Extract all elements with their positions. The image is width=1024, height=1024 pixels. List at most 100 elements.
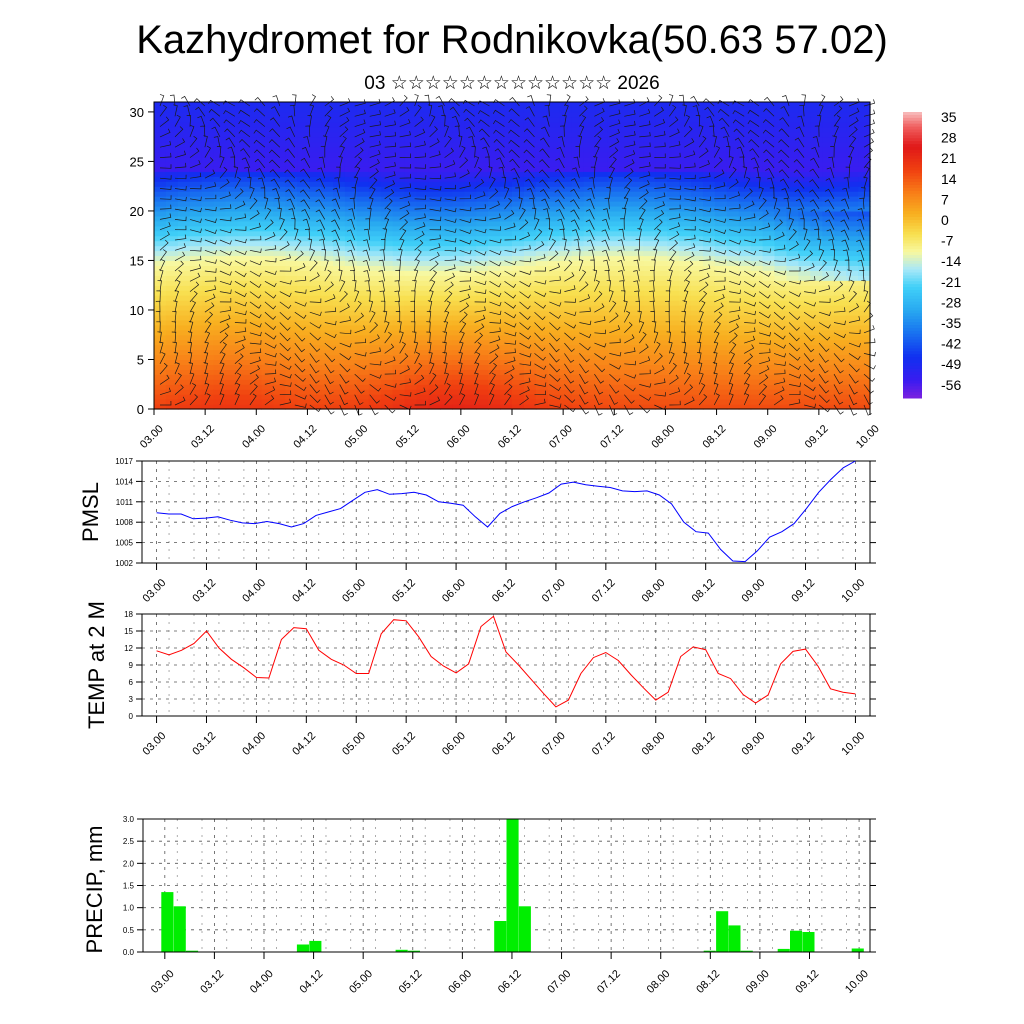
temperature-cell (344, 379, 358, 385)
temperature-cell (655, 121, 668, 128)
temperature-cell (368, 270, 382, 276)
temperature-cell (452, 230, 465, 237)
temperature-cell (452, 384, 465, 390)
temperature-cell (368, 146, 382, 153)
temperature-cell (380, 116, 394, 123)
temperature-cell (583, 369, 597, 375)
temperature-cell (356, 344, 370, 351)
temperature-cell (726, 186, 740, 192)
temperature-cell (571, 344, 585, 351)
wind-barb (414, 387, 426, 396)
wind-barb (639, 108, 651, 117)
wind-barb (444, 255, 456, 262)
wind-barb (697, 352, 702, 364)
wind-barb (219, 382, 224, 395)
temperature-cell (368, 161, 382, 167)
temperature-cell (559, 364, 573, 370)
wind-barb (369, 98, 381, 107)
temperature-cell (261, 384, 274, 390)
temperature-cell (285, 379, 298, 385)
temperature-cell (691, 359, 704, 366)
temperature-cell (631, 166, 644, 172)
temperature-cell (464, 404, 477, 410)
wind-barb (339, 279, 346, 292)
temperature-cell (488, 176, 501, 182)
temperature-cell (380, 196, 394, 202)
temperature-cell (285, 210, 298, 217)
temperature-cell (189, 235, 203, 242)
temperature-cell (798, 171, 811, 177)
wind-barb (714, 285, 726, 292)
temperature-cell (476, 166, 489, 172)
wind-barb (174, 372, 182, 385)
temperature-cell (774, 131, 788, 138)
wind-barb (234, 270, 247, 278)
temperature-cell (177, 404, 191, 410)
temperature-cell (822, 305, 835, 311)
temperature-cell (512, 230, 525, 237)
temperature-cell (679, 359, 692, 366)
wind-barb (204, 331, 211, 344)
wind-barb (540, 137, 550, 148)
temperature-cell (237, 280, 251, 286)
temperature-cell (404, 126, 418, 133)
temperature-cell (333, 166, 346, 172)
wind-barb (399, 201, 411, 210)
temperature-cell (416, 270, 430, 276)
temperature-cell (595, 404, 609, 410)
temperature-field (154, 102, 871, 410)
temperature-cell (404, 196, 418, 202)
temperature-cell (834, 384, 847, 390)
temperature-cell (225, 280, 239, 286)
wind-barb (444, 310, 450, 323)
temperature-cell (309, 151, 322, 158)
temperature-cell (523, 280, 537, 286)
temperature-cell (321, 344, 334, 351)
temperature-cell (177, 359, 191, 366)
wind-barb (309, 353, 320, 363)
temperature-cell (297, 374, 310, 380)
temperature-cell (273, 240, 286, 247)
temperature-cell (738, 166, 752, 172)
wind-barb (347, 249, 356, 261)
temperature-cell (786, 389, 799, 395)
wind-barb (354, 156, 363, 169)
temperature-cell (428, 111, 441, 118)
temperature-cell (583, 389, 597, 395)
wind-barb (714, 259, 727, 264)
temperature-cell (559, 359, 573, 366)
wind-barb (773, 280, 786, 287)
temperature-cell (165, 245, 179, 252)
temperature-cell (798, 111, 811, 118)
temperature-cell (512, 136, 525, 143)
temperature-cell (559, 156, 573, 163)
temperature-cell (261, 379, 274, 385)
temperature-cell (452, 290, 465, 296)
temperature-cell (189, 349, 203, 356)
temperature-cell (583, 314, 597, 321)
temperature-cell (476, 280, 489, 286)
wind-barb (369, 360, 382, 366)
temperature-cell (309, 166, 322, 172)
temperature-cell (273, 285, 286, 291)
wind-barb (414, 104, 422, 117)
temperature-cell (177, 166, 191, 172)
temperature-cell (679, 176, 692, 182)
temperature-cell (189, 230, 203, 237)
wind-barb (444, 300, 451, 313)
temperature-cell (774, 319, 788, 326)
wind-barb (379, 290, 386, 302)
temperature-cell (547, 300, 561, 306)
temperature-cell (786, 369, 799, 375)
temperature-cell (154, 161, 167, 167)
temperature-cell (285, 156, 298, 163)
wind-barb (219, 323, 230, 334)
temperature-cell (846, 205, 859, 212)
temperature-cell (440, 210, 453, 217)
temperature-cell (822, 374, 835, 380)
temperature-cell (655, 220, 668, 227)
wind-barb (519, 231, 531, 241)
wind-barb (519, 207, 526, 220)
temperature-cell (858, 334, 871, 341)
